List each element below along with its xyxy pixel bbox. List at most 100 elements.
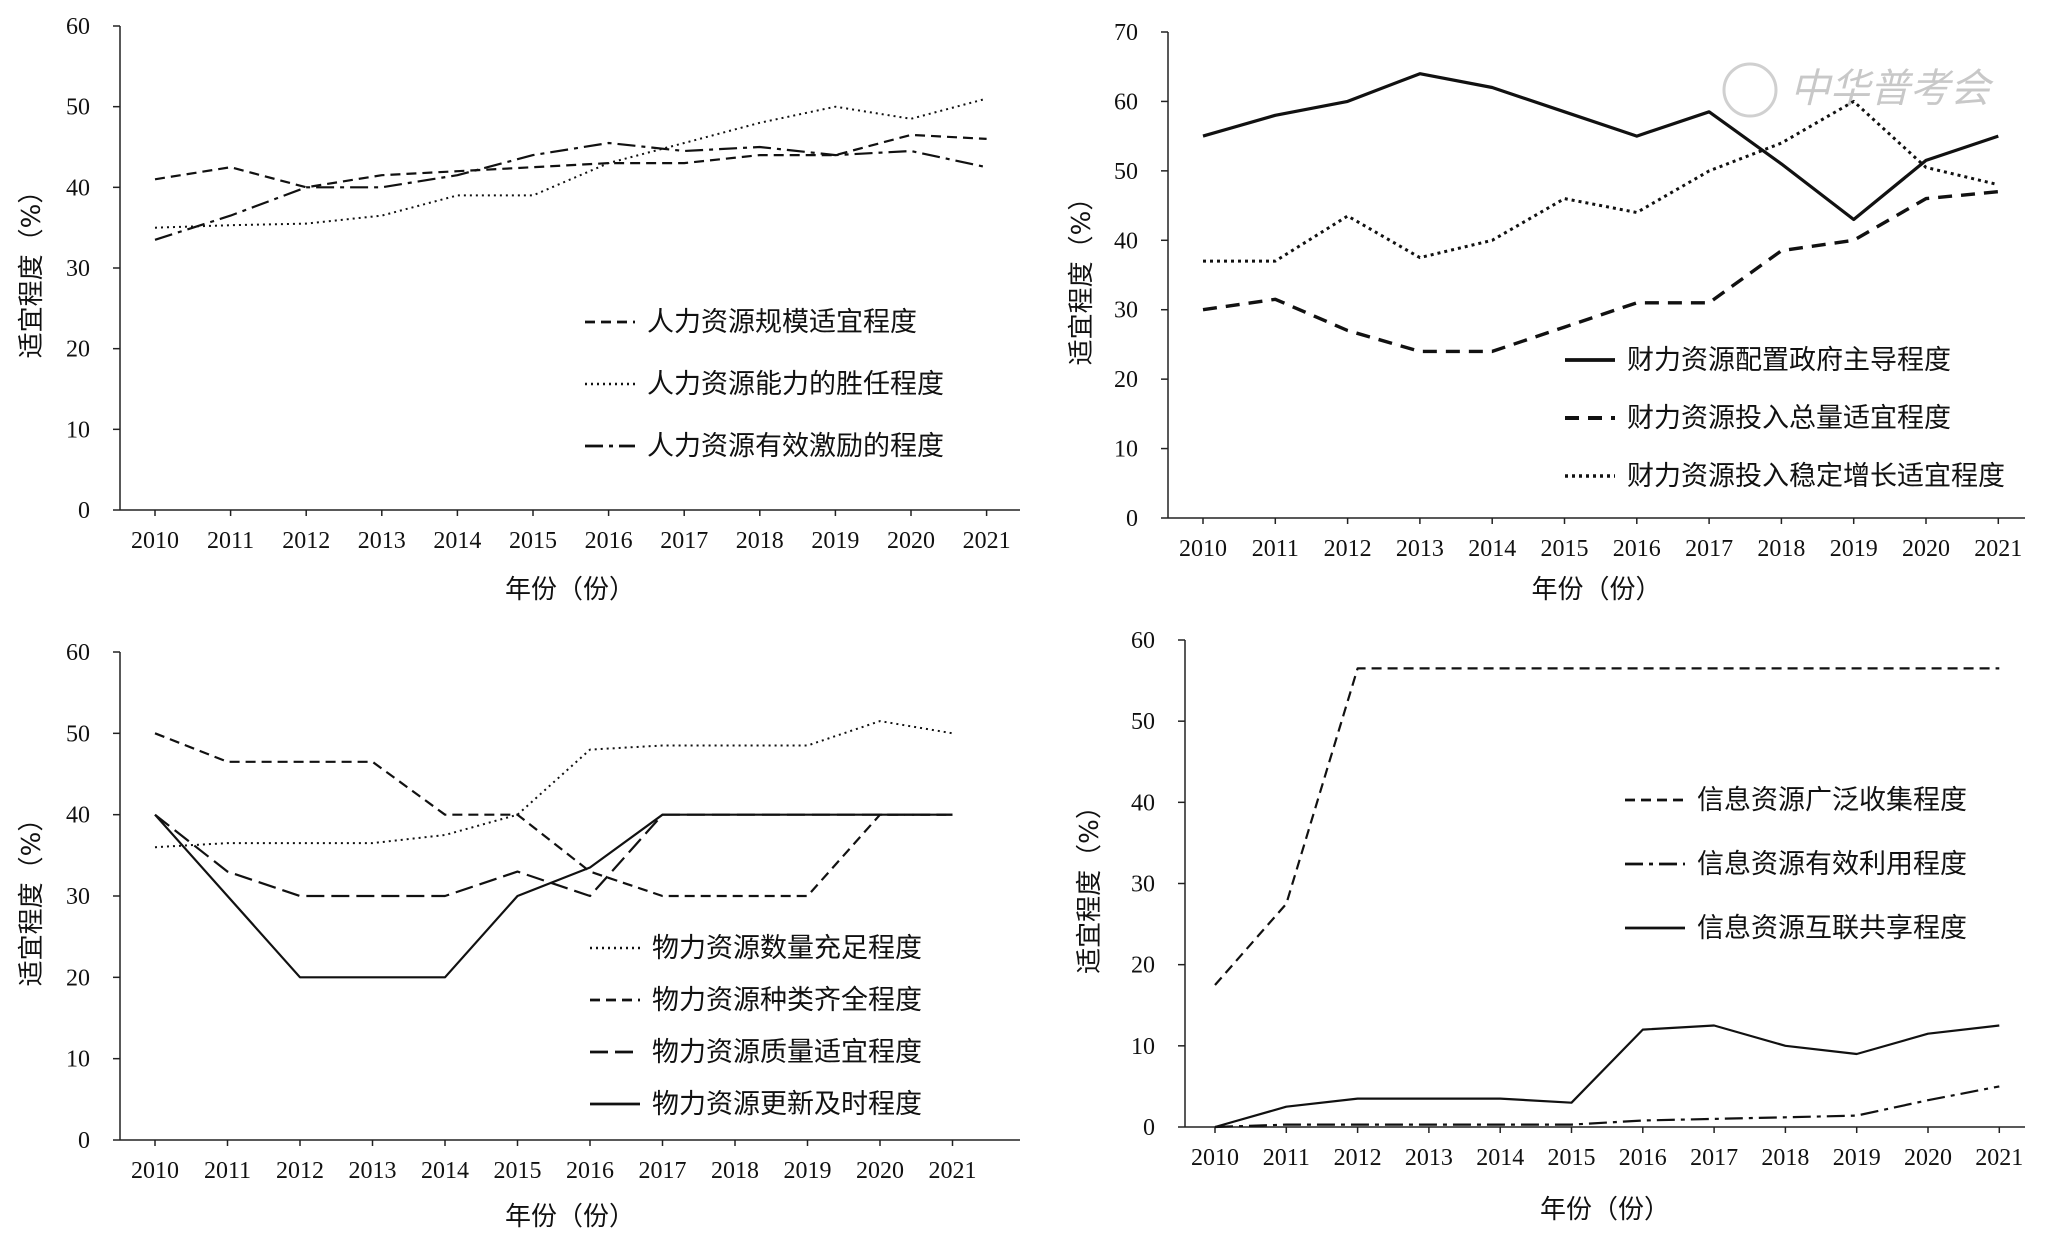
x-tick-label: 2012: [1334, 1145, 1382, 1171]
x-tick-label: 2017: [660, 528, 708, 554]
legend-label-1: 物力资源数量充足程度: [652, 933, 922, 964]
series-line-2: [1214, 1085, 2000, 1129]
y-axis-title: 适宜程度（%）: [17, 806, 47, 987]
x-tick-label: 2016: [585, 528, 633, 554]
watermark: 中华普考会: [1722, 62, 1994, 118]
x-tick-label: 2019: [784, 1158, 832, 1184]
y-tick-label: 0: [78, 1128, 90, 1154]
x-tick-label: 2011: [207, 528, 254, 554]
y-tick-label: 40: [1131, 790, 1155, 816]
x-tick-label: 2019: [1833, 1145, 1881, 1171]
y-tick-label: 0: [78, 498, 90, 524]
legend-label-1: 财力资源配置政府主导程度: [1627, 345, 1951, 376]
x-tick-label: 2019: [1830, 536, 1878, 562]
y-axis-title: 适宜程度（%）: [17, 178, 47, 359]
y-tick-label: 40: [1114, 228, 1138, 254]
x-tick-label: 2013: [349, 1158, 397, 1184]
y-tick-label: 10: [66, 1047, 90, 1073]
x-tick-label: 2018: [736, 528, 784, 554]
series-line-3: [154, 813, 953, 898]
x-tick-label: 2011: [204, 1158, 251, 1184]
y-tick-label: 50: [1131, 709, 1155, 735]
legend-label-3: 人力资源有效激励的程度: [647, 431, 944, 462]
y-tick-label: 0: [1143, 1115, 1155, 1141]
series-line-2: [1202, 190, 1999, 354]
series-line-3: [1214, 1024, 2000, 1129]
x-tick-label: 2021: [963, 528, 1011, 554]
legend-label-2: 财力资源投入总量适宜程度: [1627, 403, 1951, 434]
x-tick-label: 2020: [856, 1158, 904, 1184]
y-tick-label: 10: [66, 417, 90, 443]
legend-label-2: 物力资源种类齐全程度: [652, 985, 922, 1016]
x-tick-label: 2013: [1405, 1145, 1453, 1171]
x-tick-label: 2013: [1396, 536, 1444, 562]
y-tick-label: 30: [66, 884, 90, 910]
x-tick-label: 2010: [1191, 1145, 1239, 1171]
y-tick-label: 40: [66, 175, 90, 201]
x-tick-label: 2015: [1541, 536, 1589, 562]
legend-label-3: 信息资源互联共享程度: [1697, 913, 1967, 944]
x-tick-label: 2014: [433, 528, 481, 554]
x-tick-label: 2015: [509, 528, 557, 554]
x-tick-label: 2016: [566, 1158, 614, 1184]
legend-label-2: 人力资源能力的胜任程度: [647, 369, 944, 400]
x-tick-label: 2019: [811, 528, 859, 554]
x-tick-label: 2020: [887, 528, 935, 554]
legend-label-4: 物力资源更新及时程度: [652, 1089, 922, 1120]
y-tick-label: 10: [1114, 437, 1138, 463]
x-tick-label: 2010: [131, 1158, 179, 1184]
y-axis-title: 适宜程度（%）: [1075, 793, 1105, 974]
y-tick-label: 10: [1131, 1034, 1155, 1060]
legend-label-1: 人力资源规模适宜程度: [647, 307, 917, 338]
x-tick-label: 2018: [711, 1158, 759, 1184]
y-tick-label: 60: [1114, 89, 1138, 115]
series-line-1: [1214, 667, 2000, 986]
y-tick-label: 50: [66, 721, 90, 747]
series-line-3: [1203, 99, 1999, 263]
y-tick-label: 20: [1131, 953, 1155, 979]
x-tick-label: 2018: [1757, 536, 1805, 562]
x-tick-label: 2018: [1761, 1145, 1809, 1171]
chart-panel-1: 0 10 20 30 40 50 60 2010 2011 2012 2013 2014 2015 201…: [17, 14, 1020, 605]
watermark-logo-icon: [1722, 62, 1778, 118]
x-tick-label: 2013: [358, 528, 406, 554]
x-tick-label: 2017: [1690, 1145, 1738, 1171]
x-axis-title: 年份（份）: [505, 575, 635, 605]
y-tick-label: 30: [1114, 298, 1138, 324]
x-tick-label: 2021: [929, 1158, 977, 1184]
x-tick-label: 2012: [276, 1158, 324, 1184]
y-tick-label: 70: [1114, 20, 1138, 46]
x-tick-label: 2014: [1468, 536, 1516, 562]
x-tick-label: 2011: [1252, 536, 1299, 562]
y-tick-label: 60: [1131, 628, 1155, 654]
series-line-1: [154, 720, 953, 849]
chart-panel-2: 0 10 20 30 40 50 60 70 2010 2011 2012 2013 2014 2015 2…: [1067, 20, 2025, 605]
legend-label-1: 信息资源广泛收集程度: [1697, 785, 1967, 816]
x-tick-label: 2021: [1975, 1145, 2023, 1171]
y-tick-label: 30: [1131, 872, 1155, 898]
series-line-1: [154, 133, 987, 189]
y-axis-title: 适宜程度（%）: [1067, 185, 1097, 366]
x-axis-title: 年份（份）: [1540, 1195, 1670, 1225]
x-tick-label: 2011: [1263, 1145, 1310, 1171]
x-tick-label: 2010: [131, 528, 179, 554]
x-tick-label: 2015: [1548, 1145, 1596, 1171]
watermark-text: 中华普考会: [1790, 66, 1994, 112]
legend-label-2: 信息资源有效利用程度: [1697, 849, 1967, 880]
y-tick-label: 40: [66, 803, 90, 829]
y-tick-label: 30: [66, 256, 90, 282]
legend-label-3: 物力资源质量适宜程度: [652, 1037, 922, 1068]
y-tick-label: 20: [1114, 367, 1138, 393]
x-tick-label: 2014: [1476, 1145, 1524, 1171]
x-tick-label: 2017: [639, 1158, 687, 1184]
y-tick-label: 50: [1114, 159, 1138, 185]
series-line-1: [1202, 72, 1999, 222]
x-tick-label: 2012: [282, 528, 330, 554]
y-tick-label: 60: [66, 14, 90, 40]
y-tick-label: 20: [66, 965, 90, 991]
x-tick-label: 2020: [1904, 1145, 1952, 1171]
x-axis-title: 年份（份）: [505, 1202, 635, 1232]
x-tick-label: 2010: [1179, 536, 1227, 562]
x-tick-label: 2016: [1619, 1145, 1667, 1171]
x-tick-label: 2021: [1974, 536, 2022, 562]
